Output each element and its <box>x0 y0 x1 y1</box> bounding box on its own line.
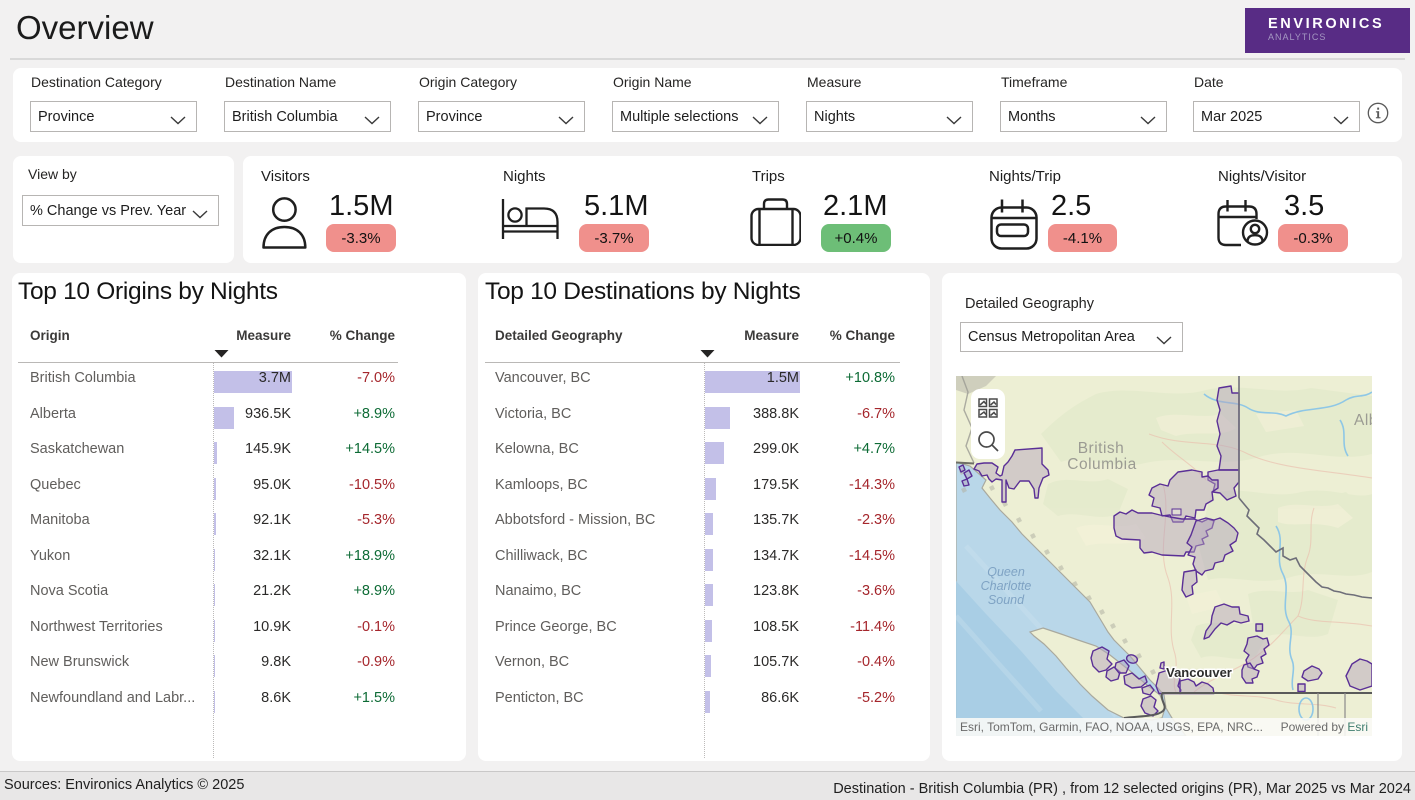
svg-text:Sound: Sound <box>988 593 1025 607</box>
svg-text:Esri, TomTom, Garmin, FAO, NOA: Esri, TomTom, Garmin, FAO, NOAA, USGS, E… <box>960 720 1263 734</box>
svg-text:Charlotte: Charlotte <box>981 579 1032 593</box>
svg-text:Queen: Queen <box>987 565 1025 579</box>
svg-text:Alberta: Alberta <box>1354 412 1372 429</box>
svg-text:Vancouver: Vancouver <box>1166 665 1232 680</box>
svg-text:Powered by Esri: Powered by Esri <box>1281 720 1368 734</box>
svg-text:British: British <box>1078 440 1125 457</box>
svg-text:Columbia: Columbia <box>1067 456 1136 473</box>
